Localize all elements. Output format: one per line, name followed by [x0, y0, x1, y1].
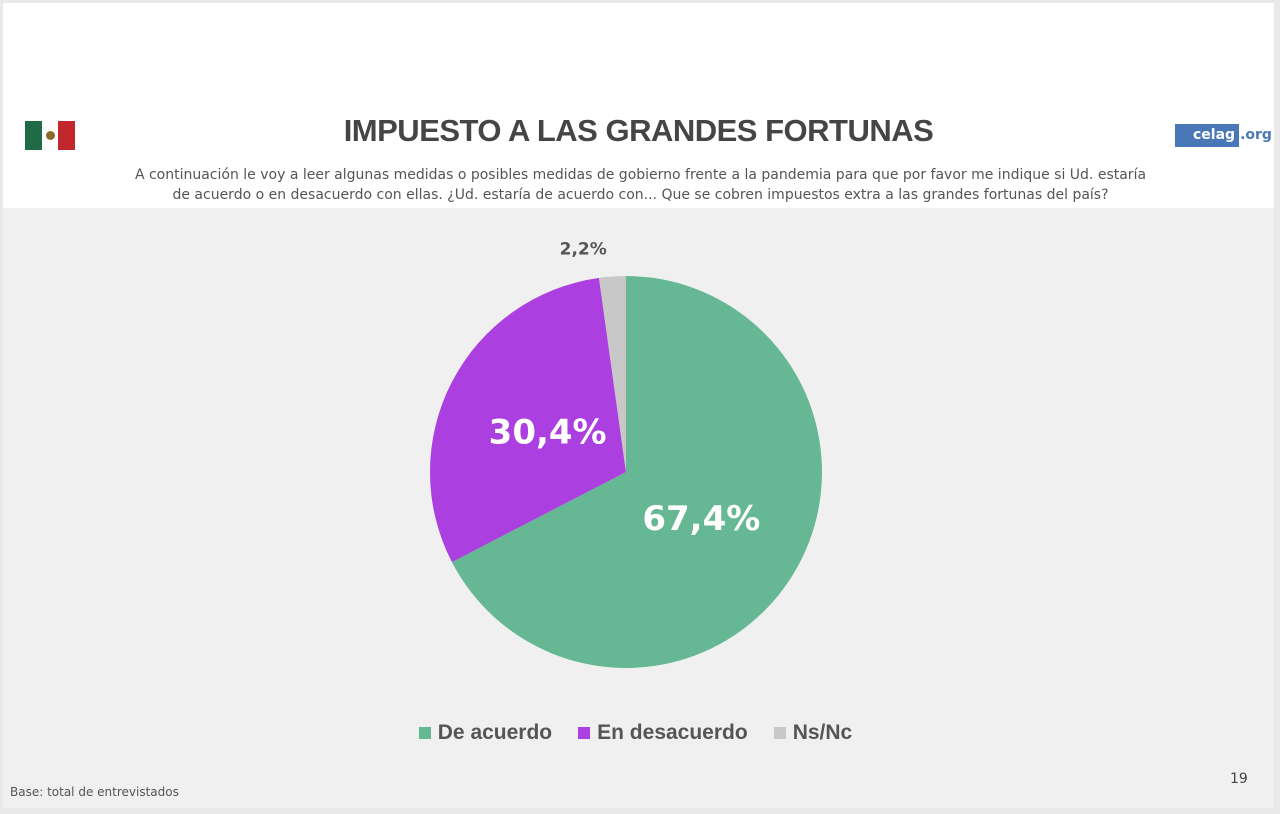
pie-slice-1 — [429, 277, 626, 563]
slide: IMPUESTO A LAS GRANDES FORTUNAS celag .o… — [3, 3, 1274, 808]
legend-swatch — [418, 727, 431, 739]
mexico-flag-icon — [25, 121, 76, 150]
pie-label-0: 67,4% — [642, 499, 760, 539]
pie-slice-2 — [598, 276, 626, 472]
legend-label: En desacuerdo — [597, 721, 748, 744]
legend-item-1: En desacuerdo — [578, 721, 748, 745]
celag-logo: celag .org — [1175, 123, 1272, 147]
legend-label: Ns/Nc — [792, 721, 853, 744]
legend-swatch — [578, 727, 591, 739]
pie-slices — [429, 276, 823, 668]
pie-labels: 67,4% 30,4% 2,2% — [489, 240, 761, 539]
flag-emblem — [46, 131, 55, 140]
header: IMPUESTO A LAS GRANDES FORTUNAS celag .o… — [3, 3, 1274, 208]
pie-label-2: 2,2% — [560, 240, 607, 260]
logo-main: celag — [1175, 123, 1240, 147]
flag-stripe-green — [25, 121, 42, 150]
page-title: IMPUESTO A LAS GRANDES FORTUNAS — [343, 113, 934, 148]
logo-ext: .org — [1240, 127, 1272, 143]
legend-item-2: Ns/Nc — [773, 721, 853, 745]
pie-label-1: 30,4% — [489, 412, 607, 452]
legend-label: De acuerdo — [437, 721, 553, 744]
legend-swatch — [773, 727, 786, 739]
page-number: 19 — [1230, 771, 1248, 787]
pie-slice-0 — [451, 276, 823, 668]
survey-question: A continuación le voy a leer algunas med… — [134, 167, 1147, 203]
legend-item-0: De acuerdo — [418, 721, 553, 745]
base-note: Base: total de entrevistados — [10, 785, 179, 799]
flag-stripe-red — [58, 121, 76, 150]
chart-legend: De acuerdo En desacuerdo Ns/Nc — [0, 721, 1271, 745]
